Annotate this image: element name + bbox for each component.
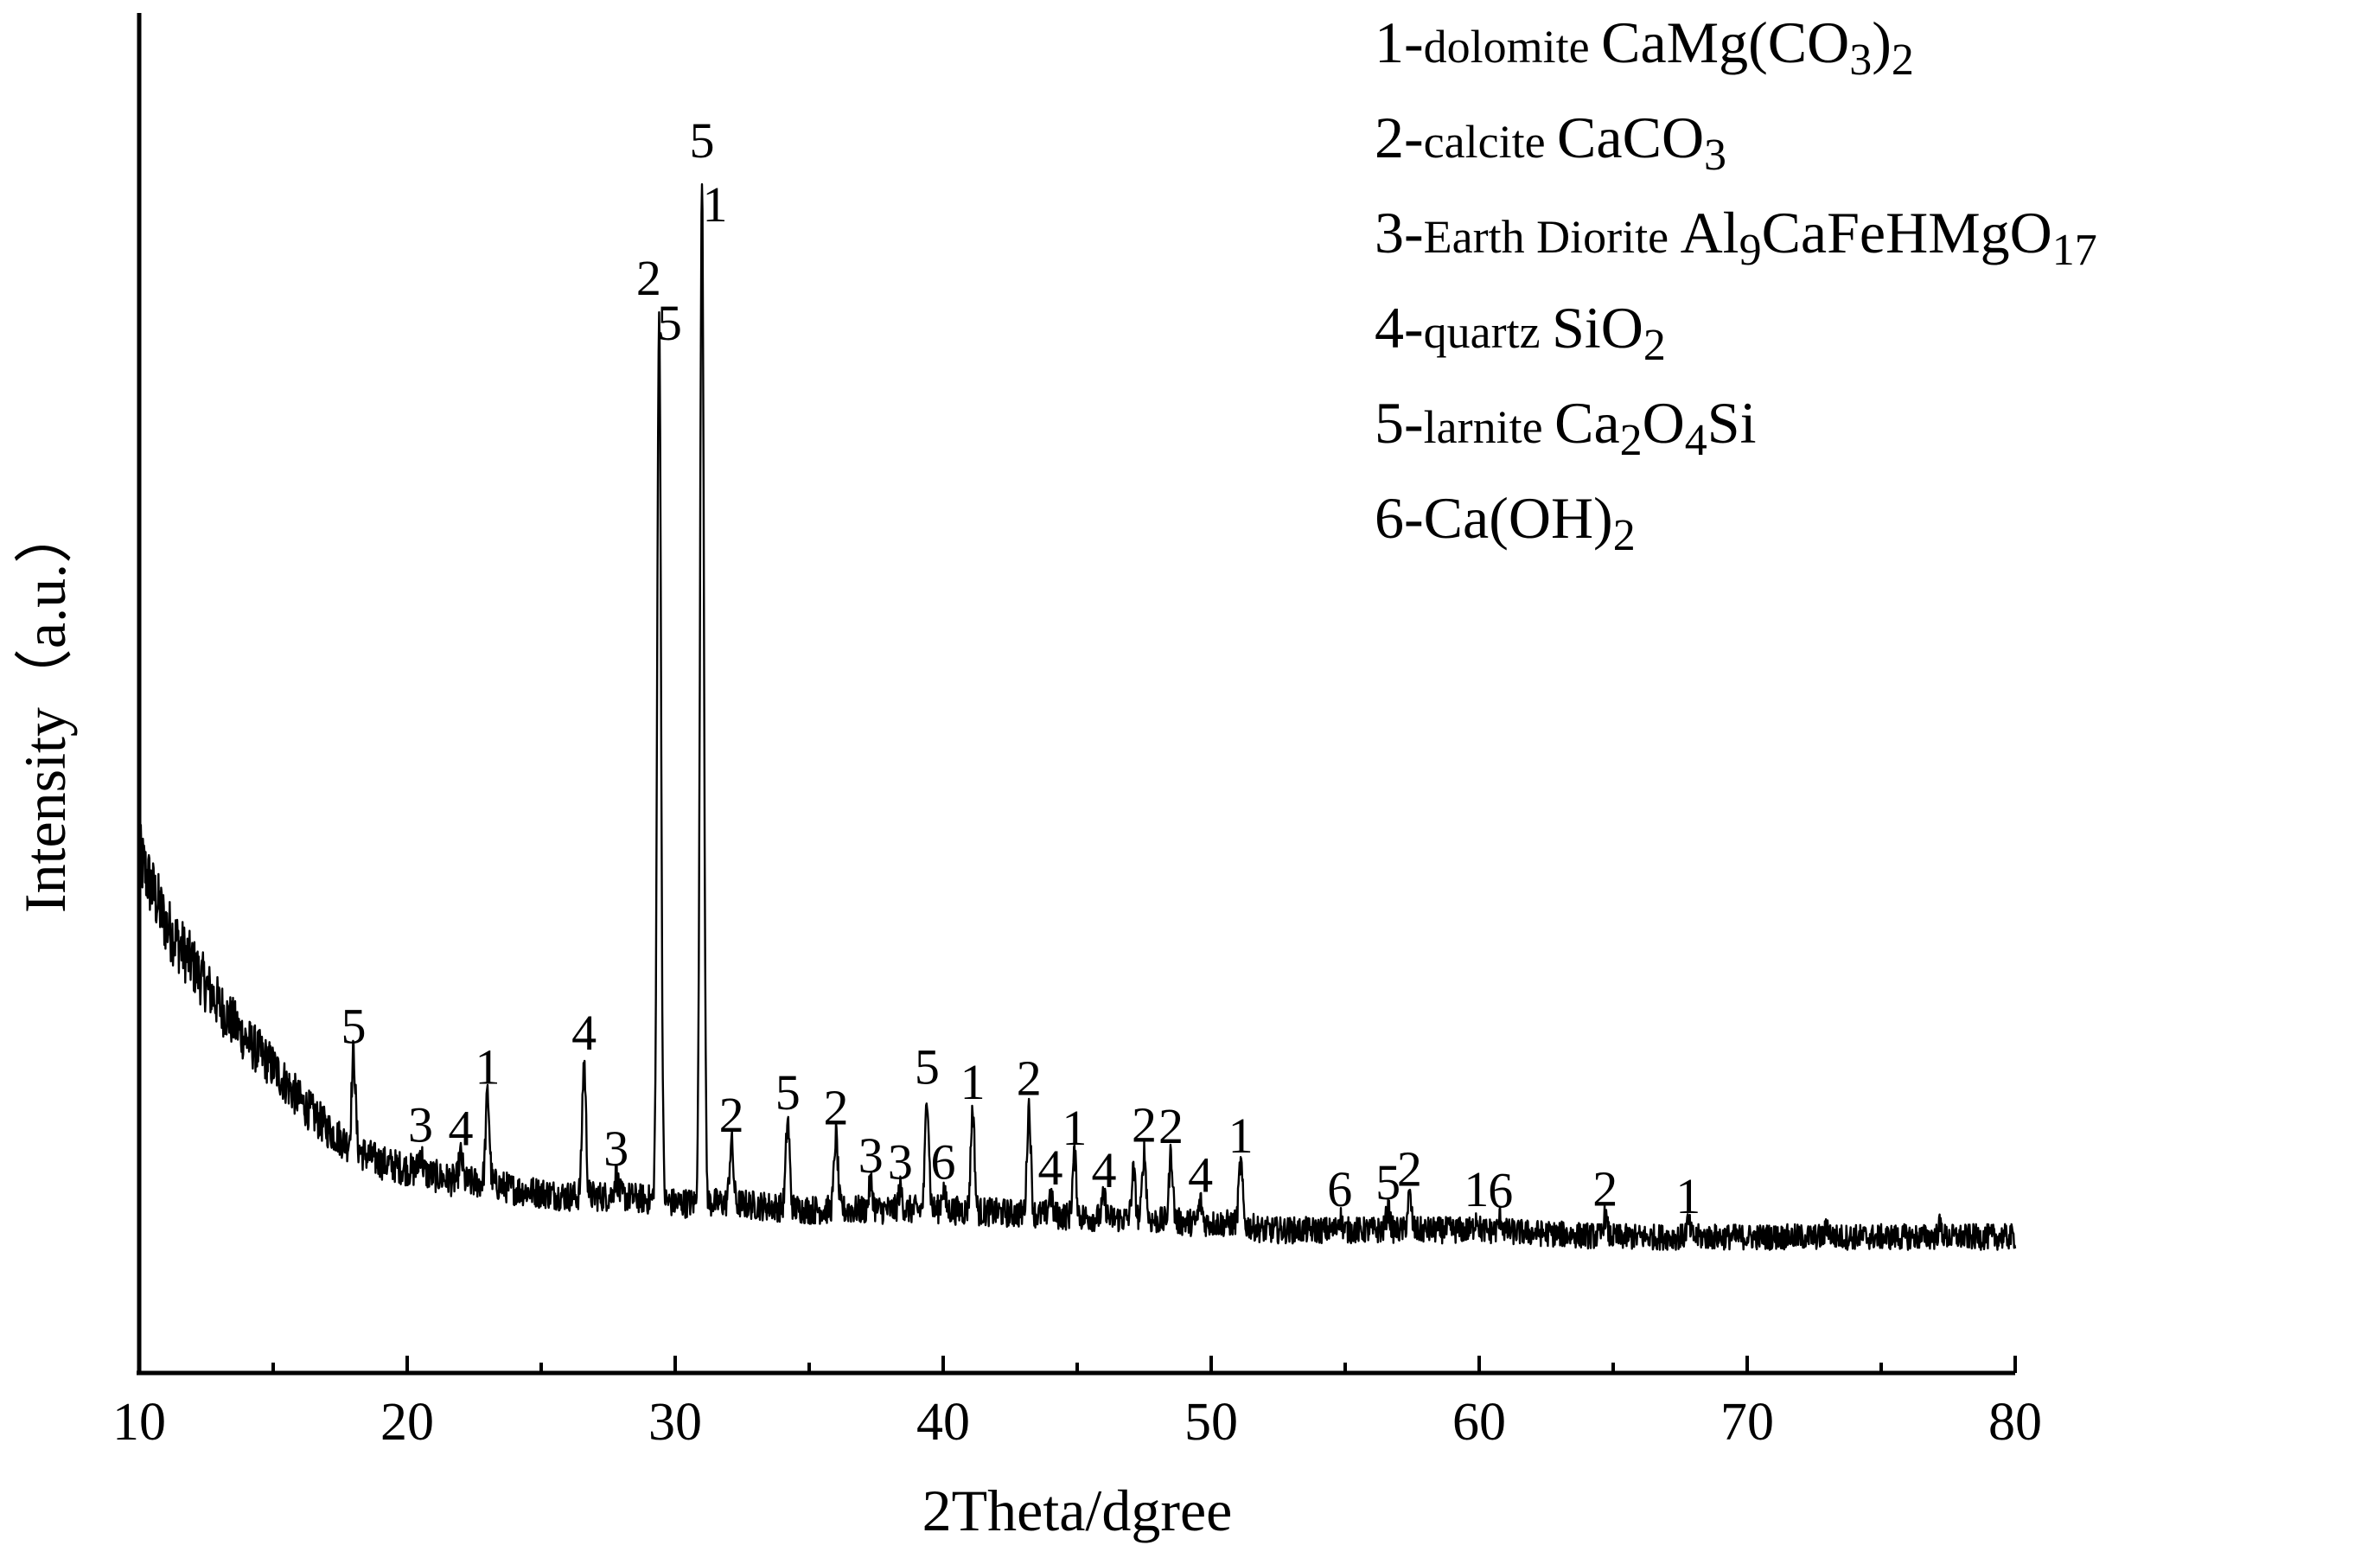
peak-label: 1 (1228, 1108, 1254, 1164)
x-ticks: 10 20 30 40 50 60 70 80 (112, 1356, 2042, 1452)
peak-label: 4 (449, 1100, 474, 1156)
legend-entry: 6-Ca(OH)2 (1375, 485, 1636, 560)
x-tick-label: 20 (380, 1393, 434, 1452)
x-tick-label: 40 (916, 1393, 970, 1452)
peak-label: 1 (1464, 1161, 1489, 1217)
peak-label: 4 (571, 1005, 597, 1061)
legend-entry: 1-dolomite CaMg(CO3)2 (1375, 10, 1914, 85)
peak-label: 2 (1132, 1096, 1157, 1153)
legend-entry: 5-larnite Ca2O4Si (1375, 390, 1756, 465)
peak-label: 3 (858, 1127, 884, 1184)
peak-label: 6 (1488, 1162, 1513, 1218)
peak-label: 4 (1188, 1147, 1213, 1204)
peak-label: 3 (888, 1134, 913, 1191)
peak-label: 6 (1327, 1161, 1352, 1217)
x-axis-title: 2Theta/dgree (922, 1478, 1233, 1543)
peak-label: 3 (603, 1121, 628, 1177)
legend-entry: 4-quartz SiO2 (1375, 295, 1666, 370)
x-tick-label: 80 (1988, 1393, 2042, 1452)
peak-label: 2 (1017, 1050, 1042, 1106)
peak-label: 2 (719, 1087, 744, 1143)
peak-label: 1 (475, 1039, 501, 1095)
x-tick-label: 30 (648, 1393, 702, 1452)
peak-label: 2 (636, 250, 661, 306)
peak-label: 5 (775, 1064, 801, 1121)
peak-label: 1 (703, 176, 728, 233)
peak-label: 4 (1092, 1142, 1117, 1198)
peak-label: 1 (1675, 1168, 1700, 1224)
x-tick-label: 70 (1720, 1393, 1774, 1452)
legend: 1-dolomite CaMg(CO3)2 2-calcite CaCO3 3-Ea… (1375, 10, 2097, 560)
legend-entry: 3-Earth Diorite Al9CaFeHMgO17 (1375, 200, 2097, 275)
peak-label: 2 (824, 1080, 849, 1136)
xrd-series-line (137, 182, 2017, 1251)
peak-label: 5 (915, 1039, 940, 1095)
peak-label: 5 (690, 112, 715, 169)
x-tick-label: 50 (1184, 1393, 1238, 1452)
plot-area (137, 182, 2017, 1251)
peak-label: 2 (1592, 1161, 1618, 1217)
peak-label: 5 (657, 295, 682, 351)
y-axis-title: Intensity（a.u.） (12, 505, 78, 913)
peak-label: 5 (341, 998, 367, 1054)
legend-entry: 2-calcite CaCO3 (1375, 105, 1726, 180)
peak-label: 1 (1062, 1100, 1087, 1156)
x-tick-label: 60 (1452, 1393, 1506, 1452)
x-tick-label: 10 (112, 1393, 166, 1452)
peak-label: 6 (931, 1134, 956, 1191)
peak-label: 5 (1375, 1154, 1401, 1210)
peak-label: 1 (960, 1054, 986, 1110)
peak-label: 2 (1397, 1141, 1422, 1197)
peak-label: 3 (408, 1096, 433, 1153)
peak-label: 4 (1038, 1140, 1063, 1196)
peak-label: 2 (1158, 1098, 1184, 1154)
